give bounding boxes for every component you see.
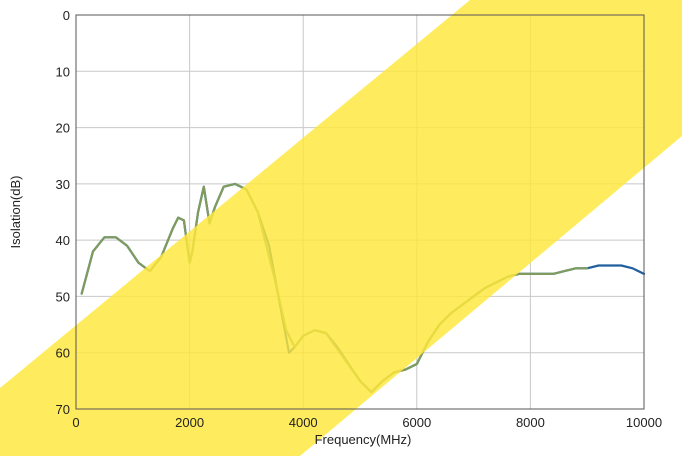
y-axis-title: Isolation(dB) [8, 176, 23, 249]
y-tick-label: 20 [56, 121, 70, 136]
x-tick-label: 0 [72, 415, 79, 430]
x-tick-label: 2000 [175, 415, 204, 430]
x-tick-label: 10000 [626, 415, 662, 430]
x-tick-label: 8000 [516, 415, 545, 430]
y-tick-label: 50 [56, 289, 70, 304]
y-tick-label: 10 [56, 64, 70, 79]
x-axis-title: Frequency(MHz) [315, 432, 412, 447]
y-tick-label: 70 [56, 402, 70, 417]
y-tick-label: 60 [56, 346, 70, 361]
axes: 0 2000 4000 6000 8000 10000 0 10 20 30 40 50 60 70 [56, 8, 663, 430]
x-tick-label: 4000 [289, 415, 318, 430]
x-tick-label: 6000 [402, 415, 431, 430]
y-tick-label: 30 [56, 177, 70, 192]
y-tick-label: 40 [56, 233, 70, 248]
y-tick-label: 0 [63, 8, 70, 23]
plot-frame [75, 14, 645, 410]
